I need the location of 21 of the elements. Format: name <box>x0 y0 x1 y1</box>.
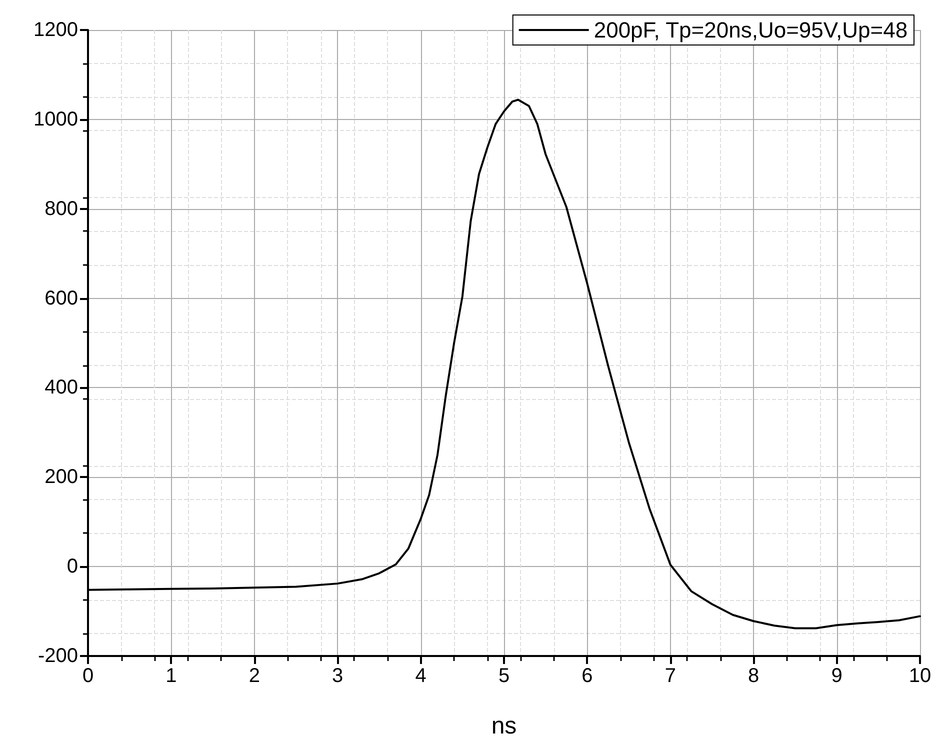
y-tick-label: -200 <box>38 645 78 667</box>
x-tick-label: 1 <box>166 665 177 687</box>
y-tick-label: 600 <box>44 287 78 310</box>
x-tick-label: 0 <box>82 665 94 687</box>
legend-label: 200pF, Tp=20ns,Uo=95V,Up=48 <box>594 18 908 42</box>
y-tick-label: 800 <box>44 198 78 220</box>
y-tick-label: 1200 <box>34 19 78 41</box>
x-tick-label: 4 <box>415 665 426 687</box>
y-tick-label: 0 <box>66 556 78 578</box>
x-tick-label: 9 <box>831 665 842 687</box>
x-tick-label: 2 <box>248 665 260 687</box>
x-tick-label: 6 <box>582 665 593 687</box>
x-axis-title: ns <box>491 712 517 740</box>
y-tick-label: 400 <box>44 376 78 399</box>
x-tick-label: 3 <box>332 665 344 687</box>
x-tick-label: 7 <box>664 665 676 687</box>
x-tick-label: 8 <box>748 665 760 687</box>
x-tick-label: 5 <box>498 665 510 687</box>
y-tick-label: 1000 <box>34 108 78 130</box>
x-tick-label: 10 <box>908 665 932 687</box>
y-tick-label: 200 <box>44 466 78 488</box>
